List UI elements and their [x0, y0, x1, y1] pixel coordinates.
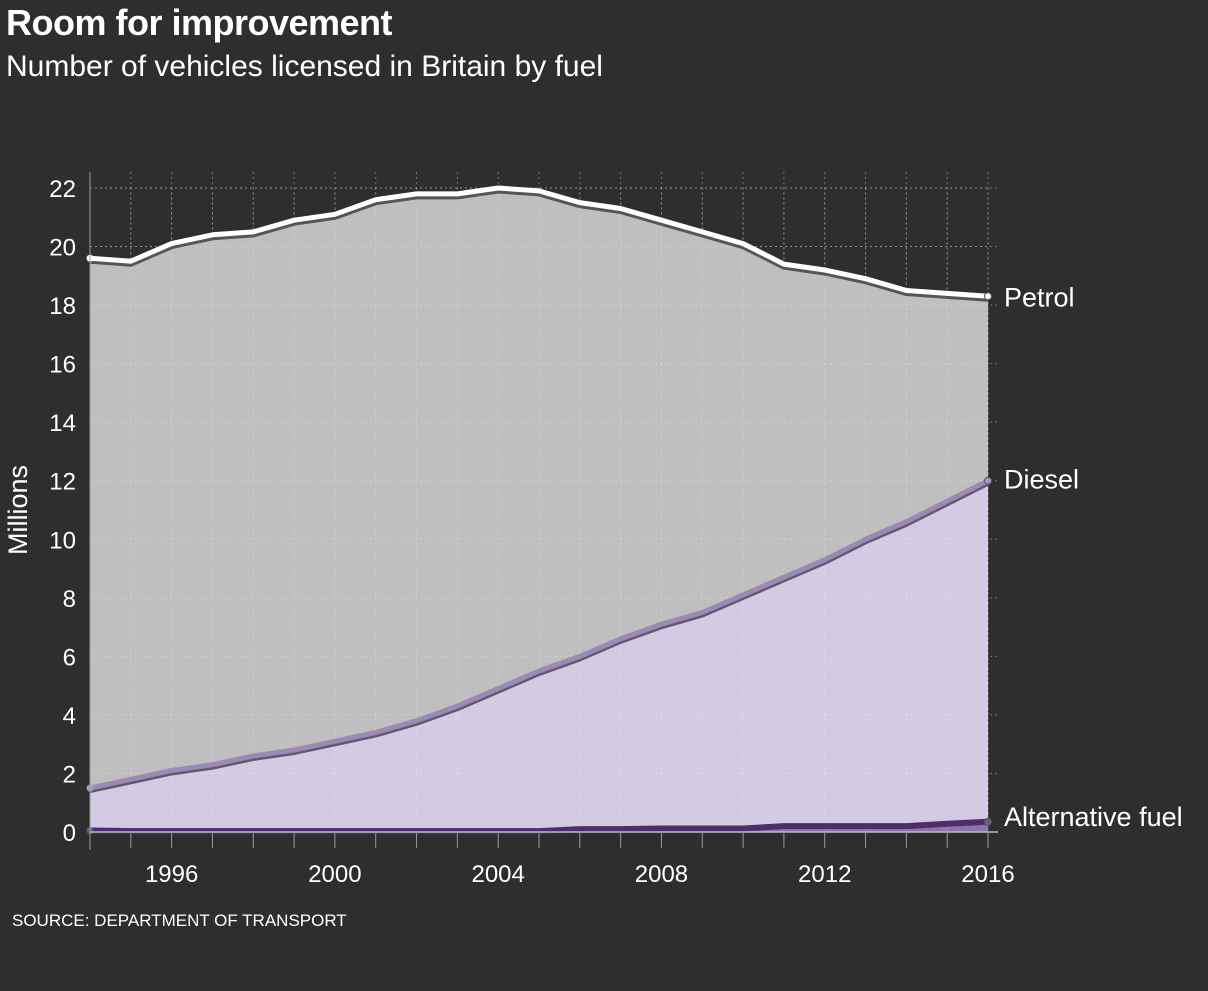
series-lines [86, 185, 992, 835]
y-tick-label: 16 [49, 352, 76, 379]
line-alternative-fuel [89, 818, 989, 835]
y-tick-label: 10 [49, 527, 76, 554]
x-tick-label: 1996 [145, 861, 198, 888]
source-note: SOURCE: DEPARTMENT OF TRANSPORT [12, 911, 347, 930]
y-tick-label: 4 [63, 703, 76, 730]
point-end [984, 476, 992, 485]
y-tick-label: 14 [49, 410, 76, 437]
y-tick-label: 12 [49, 469, 76, 496]
line-diesel [89, 478, 990, 791]
series-areas [89, 187, 989, 833]
y-tick-label: 8 [63, 586, 76, 613]
y-tick-label: 22 [49, 176, 76, 203]
chart-subtitle: Number of vehicles licensed in Britain b… [6, 50, 603, 83]
axes: 0 2 4 6 8 10 12 14 16 18 20 22 1996 2000 2004 2008 2012 2… [49, 172, 1015, 888]
point-end [984, 292, 992, 301]
y-tick-label: 20 [49, 235, 76, 262]
y-tick-label: 6 [63, 644, 76, 671]
y-axis-label: Millions [3, 465, 33, 555]
series-label-petrol: Petrol [1004, 282, 1075, 312]
series-label-alternative-fuel: Alternative fuel [1004, 802, 1183, 832]
x-tick-label: 2016 [961, 861, 1014, 888]
x-tick-label: 2000 [308, 861, 361, 888]
y-tick-label: 18 [49, 293, 76, 320]
chart-title: Room for improvement [6, 2, 393, 43]
series-label-diesel: Diesel [1004, 465, 1079, 495]
area-diesel [90, 480, 988, 832]
y-tick-label: 2 [63, 761, 76, 788]
point-end [984, 817, 992, 826]
x-tick-label: 2008 [635, 861, 688, 888]
y-tick-label: 0 [63, 820, 76, 847]
x-tick-label: 2012 [798, 861, 851, 888]
line-petrol [89, 185, 989, 299]
series-labels: Petrol Diesel Alternative fuel [1004, 282, 1183, 832]
x-tick-label: 2004 [471, 861, 524, 888]
